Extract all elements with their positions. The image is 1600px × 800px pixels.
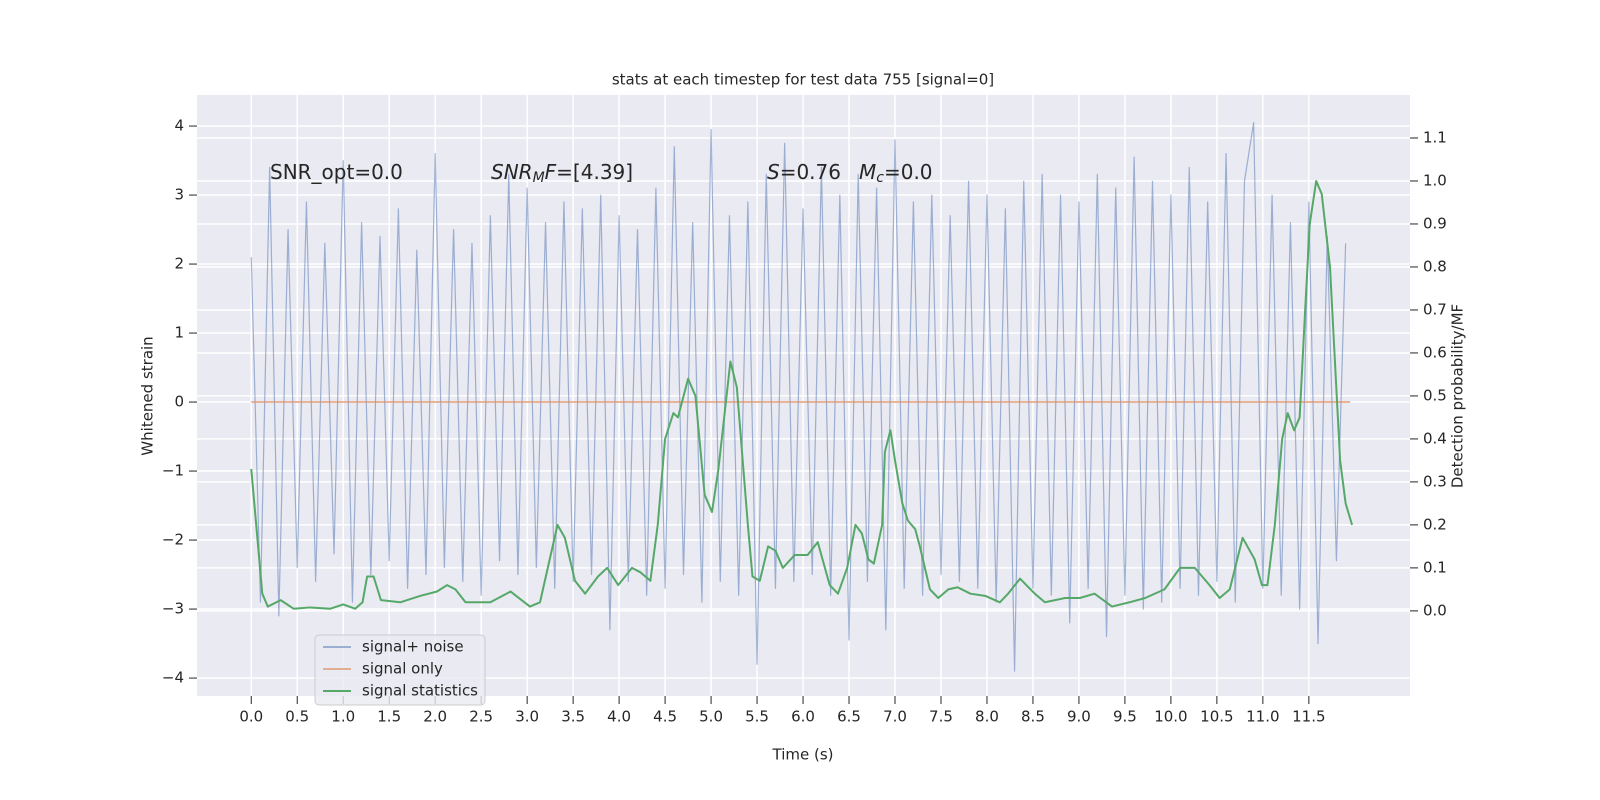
- y2-tick-label: 0.1: [1423, 558, 1447, 576]
- x-tick-label: 6.0: [791, 708, 815, 726]
- y-tick-label: 1: [174, 324, 184, 342]
- annotation-part: S: [767, 160, 780, 184]
- annotation: Mc=0.0: [859, 160, 933, 187]
- annotation: SNRMF=[4.39]: [491, 160, 633, 187]
- x-tick-label: 8.0: [975, 708, 999, 726]
- y-tick-label: −3: [162, 600, 184, 618]
- annotation-part: =0.76: [780, 160, 841, 184]
- x-tick-label: 11.5: [1292, 708, 1325, 726]
- y-tick-label: 0: [174, 393, 184, 411]
- x-tick-label: 4.0: [607, 708, 631, 726]
- annotation-part: F: [545, 160, 557, 184]
- annotation: SNR_opt=0.0: [270, 160, 403, 184]
- chart-title: stats at each timestep for test data 755…: [612, 71, 994, 89]
- x-tick-label: 7.0: [883, 708, 907, 726]
- y2-tick-label: 0.2: [1423, 515, 1447, 533]
- y-axis-label: Whitened strain: [139, 336, 157, 455]
- y-tick-label: 2: [174, 255, 184, 273]
- x-tick-label: 2.5: [469, 708, 493, 726]
- x-axis-label: Time (s): [772, 746, 834, 764]
- annotation-part: M: [859, 160, 876, 184]
- y2-tick-label: 0.0: [1423, 601, 1447, 619]
- x-tick-label: 10.0: [1154, 708, 1187, 726]
- x-tick-label: 11.0: [1246, 708, 1279, 726]
- y2-tick-label: 0.5: [1423, 386, 1447, 404]
- y2-tick-label: 0.6: [1423, 343, 1447, 361]
- series-line: [250, 179, 1354, 610]
- y2-tick-label: 0.8: [1423, 257, 1447, 275]
- y2-tick-label: 0.9: [1423, 214, 1447, 232]
- annotation: S=0.76: [767, 160, 841, 184]
- x-tick-label: 3.5: [561, 708, 585, 726]
- y2-axis-label: Detection probability/MF: [1449, 304, 1467, 488]
- legend-box: [314, 634, 486, 706]
- y-tick-label: −2: [162, 531, 184, 549]
- y-tick-label: −4: [162, 669, 184, 687]
- y2-tick-label: 0.3: [1423, 472, 1447, 490]
- annotation-part: =0.0: [884, 160, 933, 184]
- y-tick-label: 3: [174, 186, 184, 204]
- annotation-part: M: [533, 170, 545, 186]
- x-tick-label: 0.5: [285, 708, 309, 726]
- legend: signal+ noise signal only signal statistic…: [314, 634, 486, 706]
- legend-label: signal statistics: [362, 682, 478, 700]
- y-tick-label: −1: [162, 462, 184, 480]
- annotation-part: SNR_opt=0.0: [270, 160, 403, 184]
- x-tick-label: 5.5: [745, 708, 769, 726]
- legend-label: signal only: [362, 660, 443, 678]
- annotation-part: c: [876, 170, 884, 186]
- x-tick-label: 9.5: [1113, 708, 1137, 726]
- x-tick-label: 0.0: [239, 708, 263, 726]
- x-tick-label: 9.0: [1067, 708, 1091, 726]
- x-tick-label: 1.0: [331, 708, 355, 726]
- x-tick-label: 3.0: [515, 708, 539, 726]
- x-tick-label: 1.5: [377, 708, 401, 726]
- y-tick-label: 4: [174, 117, 184, 135]
- x-tick-label: 5.0: [699, 708, 723, 726]
- y2-tick-label: 0.4: [1423, 429, 1447, 447]
- y2-tick-label: 1.1: [1423, 128, 1447, 146]
- x-tick-label: 10.5: [1200, 708, 1233, 726]
- x-tick-label: 8.5: [1021, 708, 1045, 726]
- axes: −4 −3 −2 −1 0 1 2 3 4 0.0 0.1 0.2 0.3 0.4 0.5 0.6 0.7 0.8…: [162, 117, 1447, 726]
- annotation-part: SNR: [491, 160, 533, 184]
- x-tick-label: 7.5: [929, 708, 953, 726]
- y2-tick-label: 1.0: [1423, 171, 1447, 189]
- x-tick-label: 2.0: [423, 708, 447, 726]
- x-tick-label: 4.5: [653, 708, 677, 726]
- series-line: [250, 122, 1347, 672]
- x-tick-label: 6.5: [837, 708, 861, 726]
- legend-label: signal+ noise: [362, 638, 464, 656]
- y2-tick-label: 0.7: [1423, 300, 1447, 318]
- plot-area: SNR_opt=0.0 SNRMF=[4.39] S=0.76 Mc=0.0: [250, 122, 1354, 672]
- annotation-part: =[4.39]: [556, 160, 633, 184]
